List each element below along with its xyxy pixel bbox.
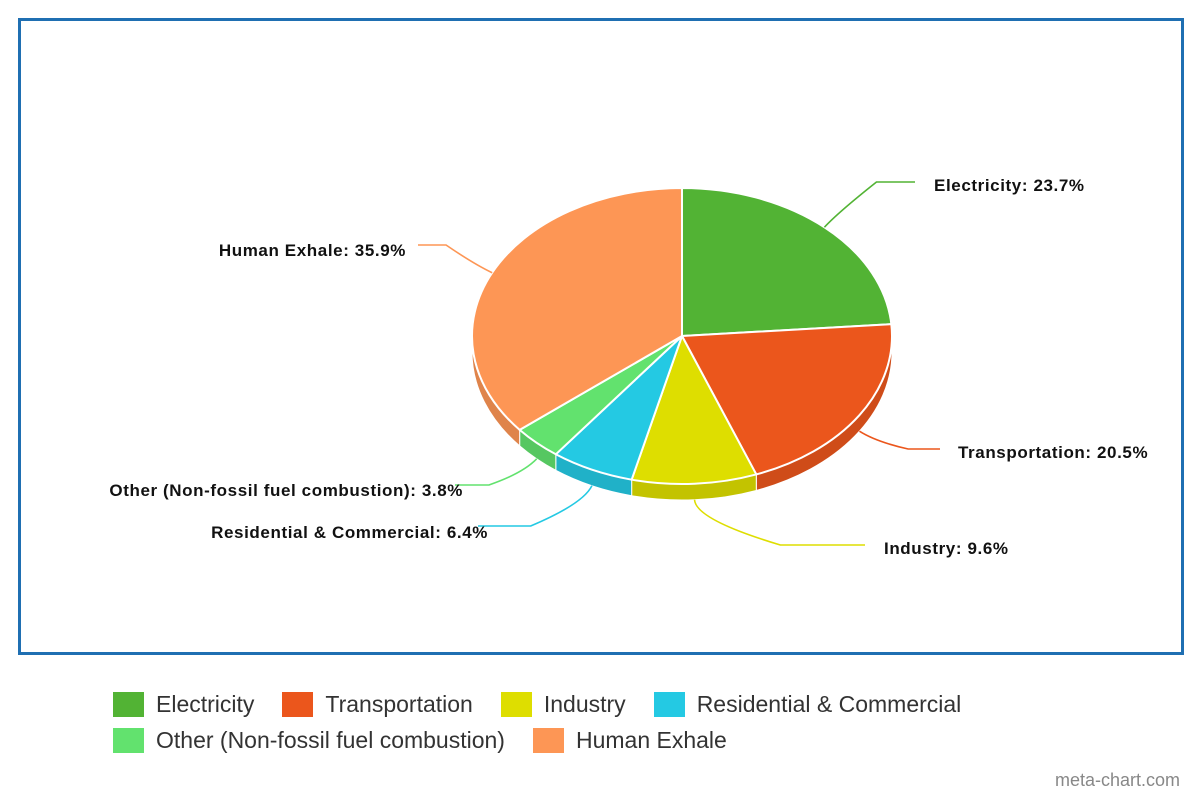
legend-label: Other (Non-fossil fuel combustion)	[156, 726, 505, 753]
pie-slice-1[interactable]	[681, 323, 893, 476]
data-label: Human Exhale: 35.9%	[219, 241, 406, 260]
label-connector	[823, 181, 915, 228]
label-connector	[693, 499, 865, 546]
chart-frame	[18, 18, 1184, 655]
legend-item-transportation[interactable]: Transportation	[282, 690, 473, 718]
pie-slice-0[interactable]	[681, 187, 893, 337]
label-connector	[478, 485, 593, 527]
pie-chart: Electricity: 23.7% Transportation: 20.5% I…	[109, 176, 1148, 558]
legend-swatch	[500, 691, 532, 717]
legend-label: Human Exhale	[575, 726, 727, 753]
legend-swatch	[113, 727, 144, 753]
data-label: Industry: 9.6%	[884, 539, 1009, 558]
legend-swatch	[282, 691, 314, 717]
data-label: Residential & Commercial: 6.4%	[211, 523, 488, 542]
label-connector	[858, 430, 940, 450]
legend-label: Transportation	[325, 690, 473, 717]
legend-item-other[interactable]: Other (Non-fossil fuel combustion)	[113, 727, 505, 754]
pie-slice-2[interactable]	[630, 335, 758, 485]
data-label: Electricity: 23.7%	[934, 176, 1085, 195]
legend-swatch	[113, 691, 144, 717]
legend-label: Residential & Commercial	[696, 690, 962, 717]
legend-item-residential[interactable]: Residential & Commercial	[653, 690, 962, 718]
pie-slice-5[interactable]	[471, 187, 683, 431]
legend-swatch	[532, 727, 564, 753]
legend-label: Electricity	[156, 690, 255, 717]
credit-text[interactable]: meta-chart.com	[1054, 770, 1180, 790]
legend-item-industry[interactable]: Industry	[500, 690, 626, 718]
label-connector	[418, 244, 493, 274]
data-label: Other (Non-fossil fuel combustion): 3.8%	[109, 481, 463, 500]
label-connector	[455, 458, 538, 486]
legend-item-human-exhale[interactable]: Human Exhale	[532, 726, 727, 754]
legend-swatch	[653, 691, 685, 717]
legend-label: Industry	[543, 690, 626, 717]
data-label: Transportation: 20.5%	[958, 443, 1148, 462]
legend-item-electricity[interactable]: Electricity	[113, 691, 254, 718]
legend: Electricity Transportation Industry Resi…	[113, 686, 1113, 758]
